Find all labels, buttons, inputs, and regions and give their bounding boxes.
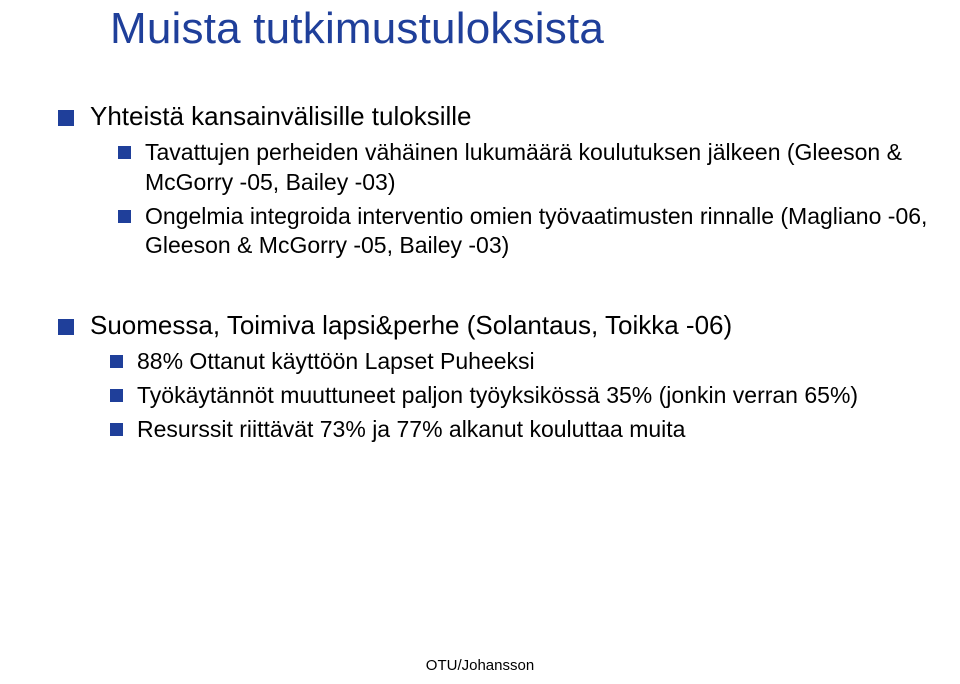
slide-title: Muista tutkimustuloksista: [110, 4, 604, 54]
section-heading: Yhteistä kansainvälisille tuloksille: [90, 100, 936, 134]
sublist: 88% Ottanut käyttöön Lapset Puheeksi Työ…: [110, 347, 936, 445]
list-item-text: 88% Ottanut käyttöön Lapset Puheeksi: [137, 347, 936, 377]
list-item: Yhteistä kansainvälisille tuloksille: [58, 100, 936, 134]
list-item: Tavattujen perheiden vähäinen lukumäärä …: [118, 138, 936, 198]
list-item: Suomessa, Toimiva lapsi&perhe (Solantaus…: [58, 309, 936, 343]
slide: Muista tutkimustuloksista Yhteistä kansa…: [0, 0, 960, 684]
slide-footer: OTU/Johansson: [0, 657, 960, 674]
spacer: [58, 279, 936, 309]
list-item: Työkäytännöt muuttuneet paljon työyksikö…: [110, 381, 936, 411]
square-bullet-icon: [58, 319, 74, 335]
list-item-text: Resurssit riittävät 73% ja 77% alkanut k…: [137, 415, 936, 445]
square-bullet-icon: [110, 389, 123, 402]
square-bullet-icon: [118, 146, 131, 159]
square-bullet-icon: [110, 423, 123, 436]
sublist: Tavattujen perheiden vähäinen lukumäärä …: [118, 138, 936, 262]
slide-body: Yhteistä kansainvälisille tuloksille Tav…: [58, 100, 936, 449]
list-item: Resurssit riittävät 73% ja 77% alkanut k…: [110, 415, 936, 445]
list-item: 88% Ottanut käyttöön Lapset Puheeksi: [110, 347, 936, 377]
square-bullet-icon: [58, 110, 74, 126]
list-item-text: Työkäytännöt muuttuneet paljon työyksikö…: [137, 381, 936, 411]
list-item: Ongelmia integroida interventio omien ty…: [118, 202, 936, 262]
section-heading: Suomessa, Toimiva lapsi&perhe (Solantaus…: [90, 309, 936, 343]
list-item-text: Tavattujen perheiden vähäinen lukumäärä …: [145, 138, 936, 198]
square-bullet-icon: [110, 355, 123, 368]
list-item-text: Ongelmia integroida interventio omien ty…: [145, 202, 936, 262]
square-bullet-icon: [118, 210, 131, 223]
